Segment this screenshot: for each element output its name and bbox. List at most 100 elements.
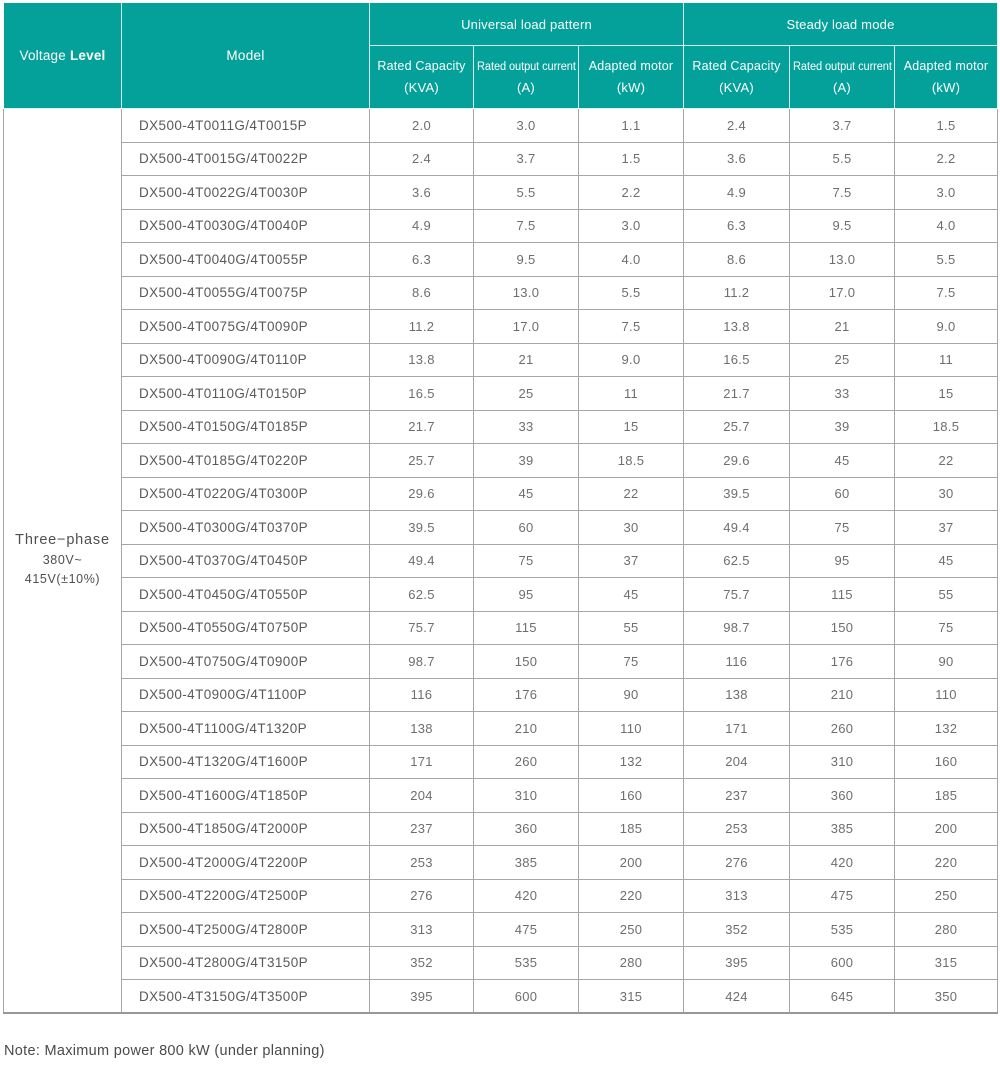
table-row: DX500-4T2000G/4T2200P 253 385 200 276 420 220: [4, 845, 999, 880]
value-cell: 39.5: [683, 476, 790, 511]
model-cell: DX500-4T1600G/4T1850P: [121, 778, 370, 813]
voltage-level-header: Voltage Level: [3, 2, 122, 109]
value-cell: 18.5: [893, 409, 999, 444]
table-row: DX500-4T0550G/4T0750P 75.7 115 55 98.7 150 75: [4, 610, 999, 645]
value-cell: 313: [369, 912, 474, 947]
value-cell: 204: [683, 744, 790, 779]
value-cell: 13.0: [789, 242, 895, 277]
value-cell: 9.0: [578, 342, 684, 377]
value-cell: 11.2: [369, 309, 474, 344]
value-cell: 360: [473, 811, 579, 846]
table-row: DX500-4T2500G/4T2800P 313 475 250 352 535 280: [4, 912, 999, 947]
value-cell: 3.7: [473, 141, 579, 176]
subheader-line1: Rated Capacity: [692, 58, 781, 73]
value-cell: 115: [473, 610, 579, 645]
value-cell: 150: [789, 610, 895, 645]
value-cell: 49.4: [369, 543, 474, 578]
value-cell: 475: [789, 878, 895, 913]
model-cell: DX500-4T0015G/4T0022P: [121, 141, 370, 176]
model-cell: DX500-4T0450G/4T0550P: [121, 577, 370, 612]
value-cell: 39: [473, 443, 579, 478]
voltage-level-line: 380V~: [42, 553, 83, 568]
voltage-level-line: Three−phase: [15, 532, 110, 549]
value-cell: 171: [369, 744, 474, 779]
model-cell: DX500-4T0750G/4T0900P: [121, 644, 370, 679]
voltage-label-bold: Level: [69, 48, 106, 63]
subheader-unit: (kW): [931, 79, 961, 95]
table-row: DX500-4T1320G/4T1600P 171 260 132 204 310 160: [4, 744, 999, 779]
header-group-row: Voltage Level Model Universal load patter…: [3, 2, 999, 109]
table-row: DX500-4T0110G/4T0150P 16.5 25 11 21.7 33 15: [4, 376, 999, 411]
value-cell: 176: [473, 677, 579, 712]
value-cell: 2.2: [893, 141, 999, 176]
table-row: DX500-4T1100G/4T1320P 138 210 110 171 260 132: [4, 711, 999, 746]
model-cell: DX500-4T0550G/4T0750P: [121, 610, 370, 645]
table-row: DX500-4T2800G/4T3150P 352 535 280 395 600 315: [4, 945, 999, 980]
table-row: DX500-4T0055G/4T0075P 8.6 13.0 5.5 11.2 17.0 7…: [4, 275, 999, 310]
table-row: DX500-4T0075G/4T0090P 11.2 17.0 7.5 13.8 21 9.…: [4, 309, 999, 344]
subheader-rated-capacity-universal: Rated Capacity (KVA): [369, 45, 474, 109]
value-cell: 7.5: [578, 309, 684, 344]
value-cell: 7.5: [789, 175, 895, 210]
value-cell: 424: [683, 979, 790, 1014]
value-cell: 3.0: [473, 108, 579, 143]
model-cell: DX500-4T0055G/4T0075P: [121, 275, 370, 310]
group-header-steady-load: Steady load mode: [682, 2, 999, 46]
table-row: DX500-4T2200G/4T2500P 276 420 220 313 475 250: [4, 878, 999, 913]
value-cell: 98.7: [683, 610, 790, 645]
table-row: DX500-4T3150G/4T3500P 395 600 315 424 645 350: [4, 979, 999, 1014]
subheader-line1: Rated output current: [792, 60, 892, 73]
group-header-universal-load: Universal load pattern: [369, 2, 684, 46]
value-cell: 18.5: [578, 443, 684, 478]
value-cell: 29.6: [369, 476, 474, 511]
subheader-unit: (KVA): [404, 79, 439, 95]
value-cell: 138: [369, 711, 474, 746]
value-cell: 1.1: [578, 108, 684, 143]
value-cell: 250: [893, 878, 999, 913]
value-cell: 200: [893, 811, 999, 846]
voltage-label-regular: Voltage: [19, 48, 66, 63]
value-cell: 276: [683, 845, 790, 880]
table-row: DX500-4T0370G/4T0450P 49.4 75 37 62.5 95 45: [4, 543, 999, 578]
value-cell: 30: [893, 476, 999, 511]
table-row: Three−phase 380V~ 415V(±10%) DX500-4T0011G/…: [3, 108, 999, 1014]
value-cell: 185: [893, 778, 999, 813]
value-cell: 420: [789, 845, 895, 880]
value-cell: 98.7: [369, 644, 474, 679]
value-cell: 115: [789, 577, 895, 612]
value-cell: 3.6: [683, 141, 790, 176]
value-cell: 3.0: [578, 208, 684, 243]
voltage-level-cell: Three−phase 380V~ 415V(±10%): [3, 108, 122, 1014]
value-cell: 2.4: [683, 108, 790, 143]
value-cell: 138: [683, 677, 790, 712]
value-cell: 90: [893, 644, 999, 679]
table-row: DX500-4T0150G/4T0185P 21.7 33 15 25.7 39 18.5: [4, 409, 999, 444]
value-cell: 200: [578, 845, 684, 880]
subheader-line1: Adapted motor: [903, 58, 989, 73]
value-cell: 4.9: [369, 208, 474, 243]
value-cell: 280: [893, 912, 999, 947]
table-row: DX500-4T0185G/4T0220P 25.7 39 18.5 29.6 45 22: [4, 443, 999, 478]
table-header: Voltage Level Model Universal load patter…: [3, 2, 999, 109]
value-cell: 3.0: [893, 175, 999, 210]
model-cell: DX500-4T2800G/4T3150P: [121, 945, 370, 980]
model-cell: DX500-4T0075G/4T0090P: [121, 309, 370, 344]
value-cell: 9.5: [789, 208, 895, 243]
value-cell: 16.5: [369, 376, 474, 411]
value-cell: 75.7: [683, 577, 790, 612]
value-cell: 645: [789, 979, 895, 1014]
value-cell: 29.6: [683, 443, 790, 478]
model-cell: DX500-4T1850G/4T2000P: [121, 811, 370, 846]
value-cell: 475: [473, 912, 579, 947]
value-cell: 237: [369, 811, 474, 846]
value-cell: 33: [789, 376, 895, 411]
value-cell: 6.3: [683, 208, 790, 243]
value-cell: 25.7: [369, 443, 474, 478]
value-cell: 250: [578, 912, 684, 947]
value-cell: 2.0: [369, 108, 474, 143]
table-row: DX500-4T0750G/4T0900P 98.7 150 75 116 176 90: [4, 644, 999, 679]
value-cell: 2.2: [578, 175, 684, 210]
value-cell: 75: [789, 510, 895, 545]
value-cell: 176: [789, 644, 895, 679]
